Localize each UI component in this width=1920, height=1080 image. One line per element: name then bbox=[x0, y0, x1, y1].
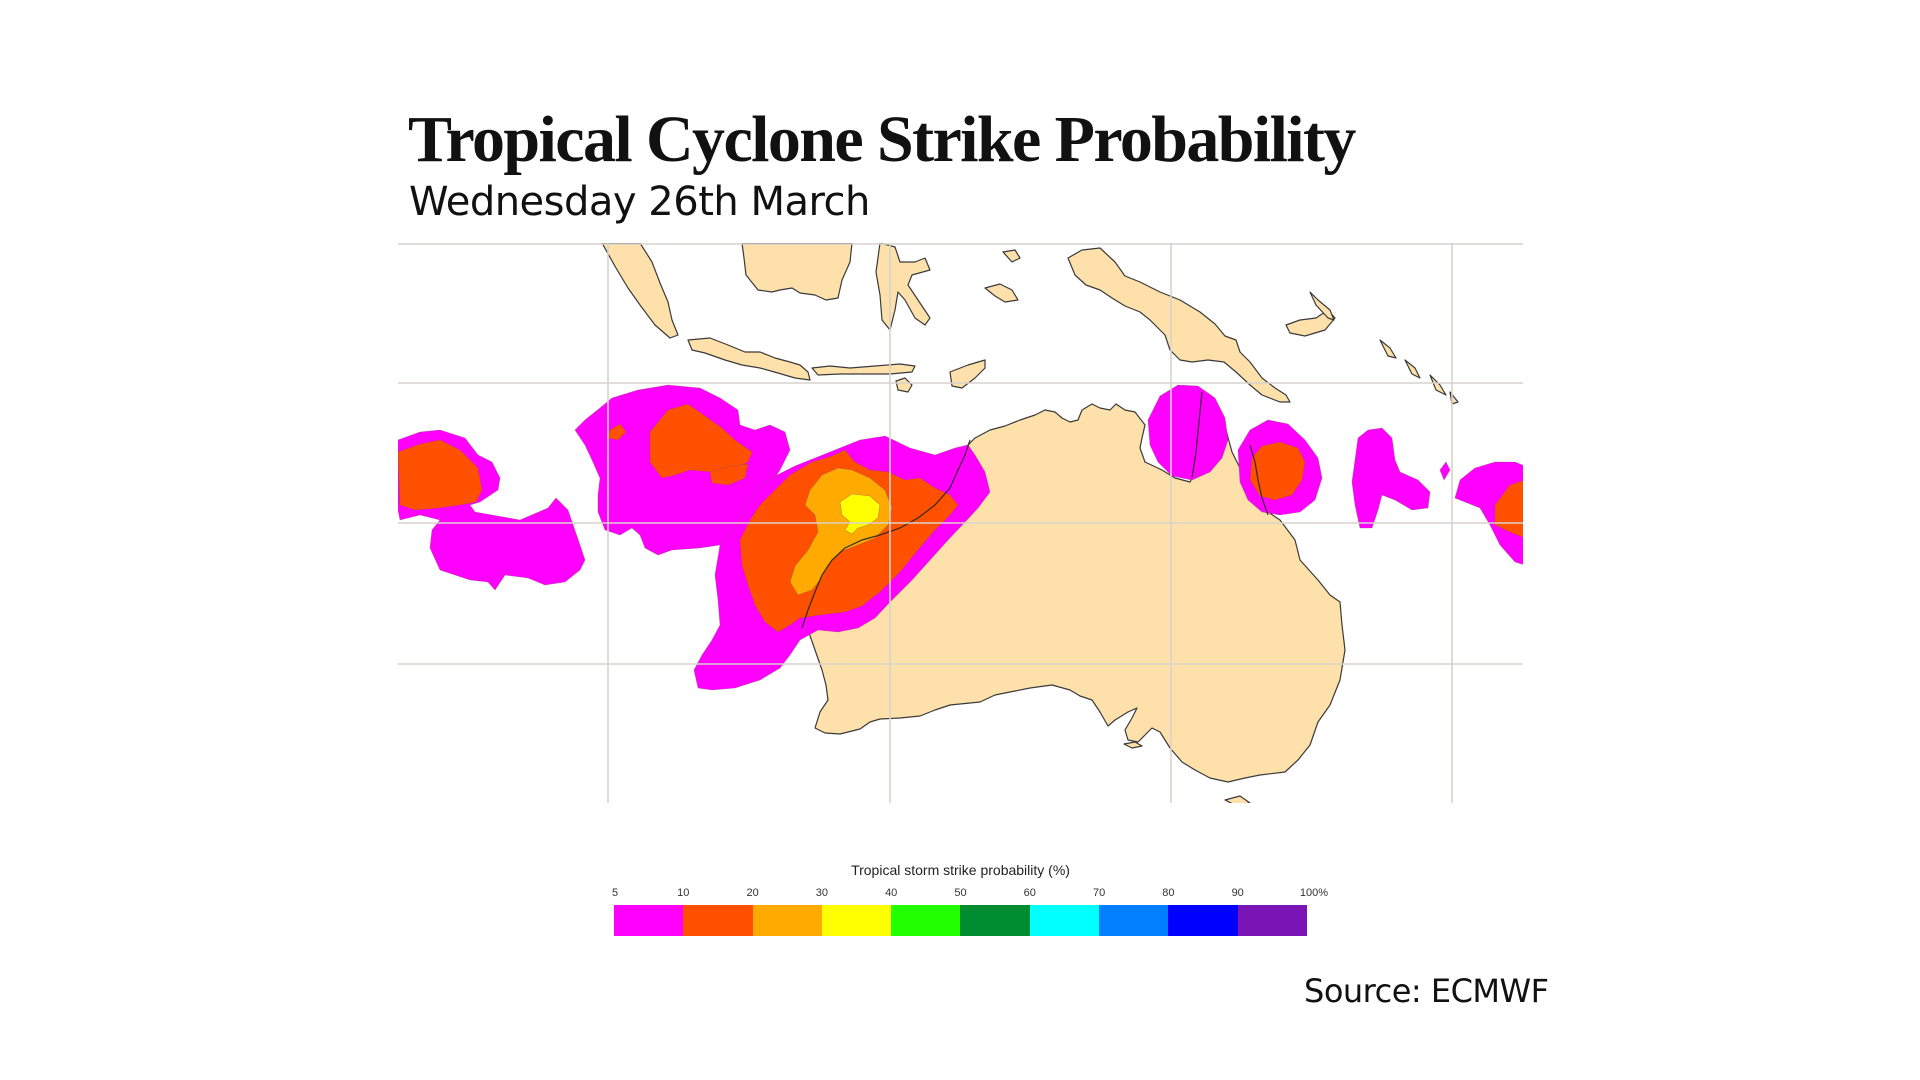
land-seram bbox=[1002, 249, 1021, 263]
land-new-ireland bbox=[1309, 291, 1335, 321]
legend-tick: 60 bbox=[1023, 887, 1036, 899]
legend-swatch-70-80 bbox=[1099, 905, 1169, 936]
legend-tick: 80 bbox=[1162, 887, 1175, 899]
legend-tick: 20 bbox=[746, 887, 759, 899]
land-new-britain bbox=[1285, 309, 1336, 337]
land-java bbox=[687, 337, 811, 381]
legend-color-bar bbox=[614, 905, 1307, 936]
page-subtitle: Wednesday 26th March bbox=[409, 179, 870, 225]
legend-swatch-50-60 bbox=[960, 905, 1030, 936]
land-halmahera bbox=[984, 283, 1019, 303]
land-borneo bbox=[741, 243, 853, 301]
contour-system-east bbox=[1351, 427, 1451, 529]
land-new-guinea bbox=[1067, 247, 1291, 403]
legend-tick: 90 bbox=[1231, 887, 1244, 899]
legend-swatch-60-70 bbox=[1029, 905, 1100, 936]
contour-system-cape-york bbox=[1147, 384, 1229, 481]
land-kangaroo-island bbox=[1123, 741, 1143, 749]
contour-system-coral-sea bbox=[1237, 419, 1323, 516]
legend-swatch-40-50 bbox=[891, 905, 961, 936]
contour-system-pilbara bbox=[693, 435, 991, 691]
land-sumatra bbox=[601, 243, 679, 339]
legend-tick: 5 bbox=[612, 887, 619, 899]
contour-system-far-east bbox=[1454, 461, 1523, 565]
legend-tick: 100% bbox=[1299, 887, 1329, 899]
legend-tick: 40 bbox=[885, 887, 898, 899]
legend-swatch-90-100 bbox=[1237, 905, 1307, 936]
legend-swatch-10-20 bbox=[683, 905, 753, 936]
legend-swatch-30-40 bbox=[821, 905, 892, 936]
legend-title: Tropical storm strike probability (%) bbox=[851, 862, 1070, 878]
land-solomons bbox=[1379, 339, 1459, 405]
legend-tick: 70 bbox=[1092, 887, 1106, 899]
land-tasmania bbox=[1224, 795, 1251, 803]
land-sumba bbox=[895, 377, 913, 393]
legend-tick-labels: 5 10 20 30 40 50 60 70 80 90 100% bbox=[612, 887, 1328, 901]
gridlines bbox=[398, 243, 1523, 803]
contour-system-far-west bbox=[398, 429, 586, 591]
legend-tick: 10 bbox=[677, 887, 690, 899]
legend-tick: 30 bbox=[815, 887, 829, 899]
legend-tick: 50 bbox=[954, 887, 967, 899]
source-credit: Source: ECMWF bbox=[1304, 972, 1549, 1010]
legend-swatch-5-10 bbox=[614, 905, 684, 936]
land-sulawesi bbox=[875, 243, 931, 331]
legend-swatch-20-30 bbox=[752, 905, 822, 936]
contour-system-northwest bbox=[574, 384, 791, 556]
page-title: Tropical Cyclone Strike Probability bbox=[408, 103, 1356, 176]
legend-swatch-80-90 bbox=[1168, 905, 1238, 936]
probability-contours bbox=[398, 384, 1523, 691]
land-timor bbox=[949, 359, 986, 389]
land-lesser-sunda bbox=[811, 363, 916, 376]
